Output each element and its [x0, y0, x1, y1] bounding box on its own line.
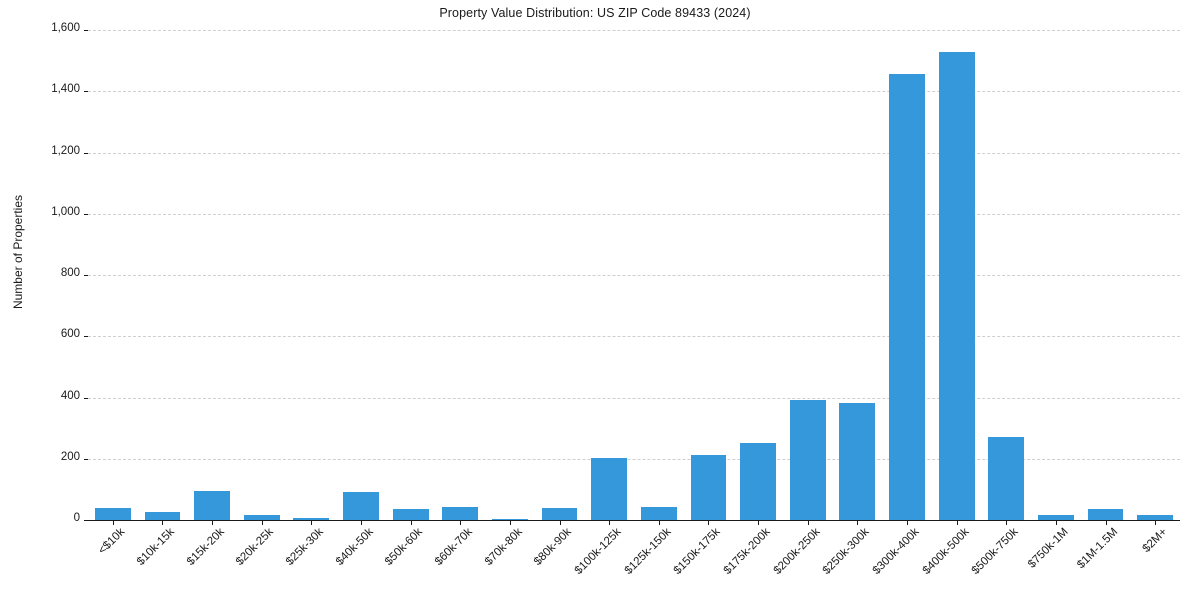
y-tick-mark: [84, 397, 88, 399]
x-tick-label: $40k-50k: [333, 526, 376, 568]
y-gridline: [88, 458, 1180, 460]
y-tick-label: 1,600: [51, 22, 80, 34]
x-tick-mark: [559, 520, 561, 525]
y-tick-label: 200: [60, 450, 80, 463]
bar: [889, 74, 925, 520]
x-tick-label: <$10k: [96, 526, 128, 557]
bar: [740, 442, 776, 520]
y-tick-label: 800: [60, 267, 80, 279]
bar: [541, 507, 578, 520]
x-tick-mark: [212, 520, 214, 525]
bar: [243, 515, 280, 520]
bar: [938, 52, 975, 520]
bar: [293, 517, 330, 520]
x-tick-label: $300k-400k: [870, 526, 922, 577]
y-gridline: [88, 152, 1180, 154]
y-gridline: [88, 275, 1180, 276]
x-tick-mark: [708, 520, 710, 525]
bar: [194, 490, 230, 520]
x-tick-mark: [311, 520, 313, 525]
x-tick-label: $250k-300k: [820, 526, 872, 577]
x-tick-label: $500k-750k: [969, 526, 1021, 577]
bar: [392, 509, 429, 520]
chart-title: Property Value Distribution: US ZIP Code…: [439, 6, 751, 20]
x-tick-mark: [162, 520, 164, 525]
x-tick-mark: [758, 520, 760, 525]
x-tick-label: $100k-125k: [572, 526, 624, 577]
x-tick-label: $125k-150k: [622, 526, 674, 577]
plot-area: [84, 30, 1180, 521]
x-tick-label: $70k-80k: [482, 526, 525, 568]
y-tick-mark: [84, 275, 88, 276]
y-gridline: [88, 397, 1180, 399]
y-tick-mark: [84, 336, 88, 338]
x-tick-mark: [1006, 520, 1008, 525]
x-tick-mark: [261, 520, 263, 525]
x-tick-label: $80k-90k: [532, 526, 575, 568]
x-tick-label: $20k-25k: [234, 526, 277, 568]
y-tick-mark: [84, 152, 88, 154]
y-tick-label: 0: [73, 512, 80, 524]
y-tick-mark: [84, 458, 88, 460]
bar: [144, 512, 181, 520]
bar: [839, 403, 876, 520]
x-tick-label: $400k-500k: [920, 526, 972, 577]
bar: [640, 506, 677, 520]
x-tick-label: $175k-200k: [721, 526, 773, 577]
x-tick-label: $25k-30k: [283, 526, 326, 568]
x-tick-mark: [410, 520, 412, 525]
y-tick-label: 1,000: [51, 205, 80, 218]
y-tick-label: 1,200: [51, 144, 80, 157]
y-tick-mark: [84, 520, 88, 521]
x-tick-mark: [956, 520, 958, 525]
x-tick-label: $200k-250k: [771, 526, 823, 577]
x-tick-mark: [112, 520, 114, 525]
y-gridline: [88, 30, 1180, 31]
x-tick-label: $1M-1.5M: [1074, 526, 1121, 572]
bar: [789, 399, 826, 520]
bar: [988, 437, 1025, 520]
bar: [690, 455, 727, 520]
x-tick-label: $750k-1M: [1025, 526, 1071, 571]
x-tick-mark: [907, 520, 908, 525]
x-tick-mark: [658, 520, 660, 525]
bar: [1087, 509, 1124, 520]
x-tick-mark: [509, 520, 511, 525]
x-tick-mark: [807, 520, 809, 525]
x-tick-mark: [1155, 520, 1157, 525]
bar: [1137, 514, 1174, 520]
x-tick-mark: [460, 520, 462, 525]
x-tick-mark: [1105, 520, 1107, 525]
bar: [492, 519, 528, 520]
bar: [94, 507, 131, 520]
x-tick-label: $60k-70k: [432, 526, 475, 568]
y-tick-mark: [84, 213, 88, 215]
x-tick-label: $150k-175k: [671, 526, 723, 577]
x-tick-mark: [857, 520, 859, 525]
x-axis-line: [88, 520, 1180, 521]
x-tick-mark: [1055, 520, 1057, 525]
x-tick-label: $2M+: [1140, 526, 1170, 556]
y-axis-label: Number of Properties: [11, 194, 25, 310]
y-tick-label: 1,400: [51, 83, 80, 96]
bar: [591, 457, 628, 520]
x-tick-mark: [361, 520, 362, 525]
x-tick-label: $50k-60k: [383, 526, 426, 568]
bar: [343, 491, 379, 520]
y-tick-label: 600: [60, 328, 80, 341]
y-tick-mark: [84, 30, 88, 31]
x-tick-label: $10k-15k: [134, 526, 177, 568]
bar: [1038, 515, 1074, 520]
y-gridline: [88, 91, 1180, 93]
bar: [442, 506, 479, 520]
x-tick-label: $15k-20k: [184, 526, 227, 568]
y-tick-label: 400: [60, 389, 80, 402]
y-gridline: [88, 213, 1180, 215]
x-tick-mark: [609, 520, 611, 525]
y-tick-mark: [84, 91, 88, 93]
y-gridline: [88, 336, 1180, 338]
